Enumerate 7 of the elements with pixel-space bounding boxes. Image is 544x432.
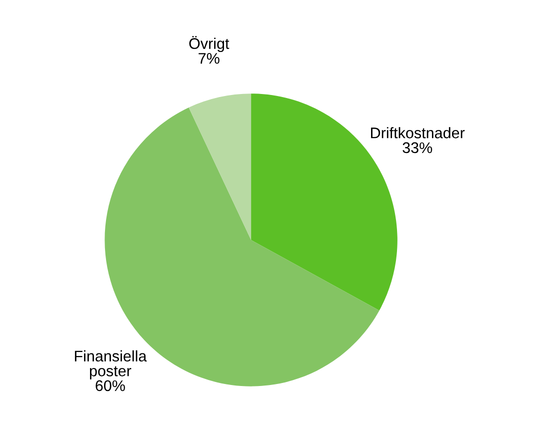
data-label: 33%	[402, 142, 432, 154]
pie-slice	[188, 94, 252, 240]
data-label: 7%	[198, 53, 220, 64]
slice-label: Finansiella poster	[74, 350, 147, 380]
slice-label: Driftkostnader	[371, 127, 465, 138]
data-label: 60%	[96, 380, 125, 392]
slice-label: Övrigt	[189, 36, 230, 52]
